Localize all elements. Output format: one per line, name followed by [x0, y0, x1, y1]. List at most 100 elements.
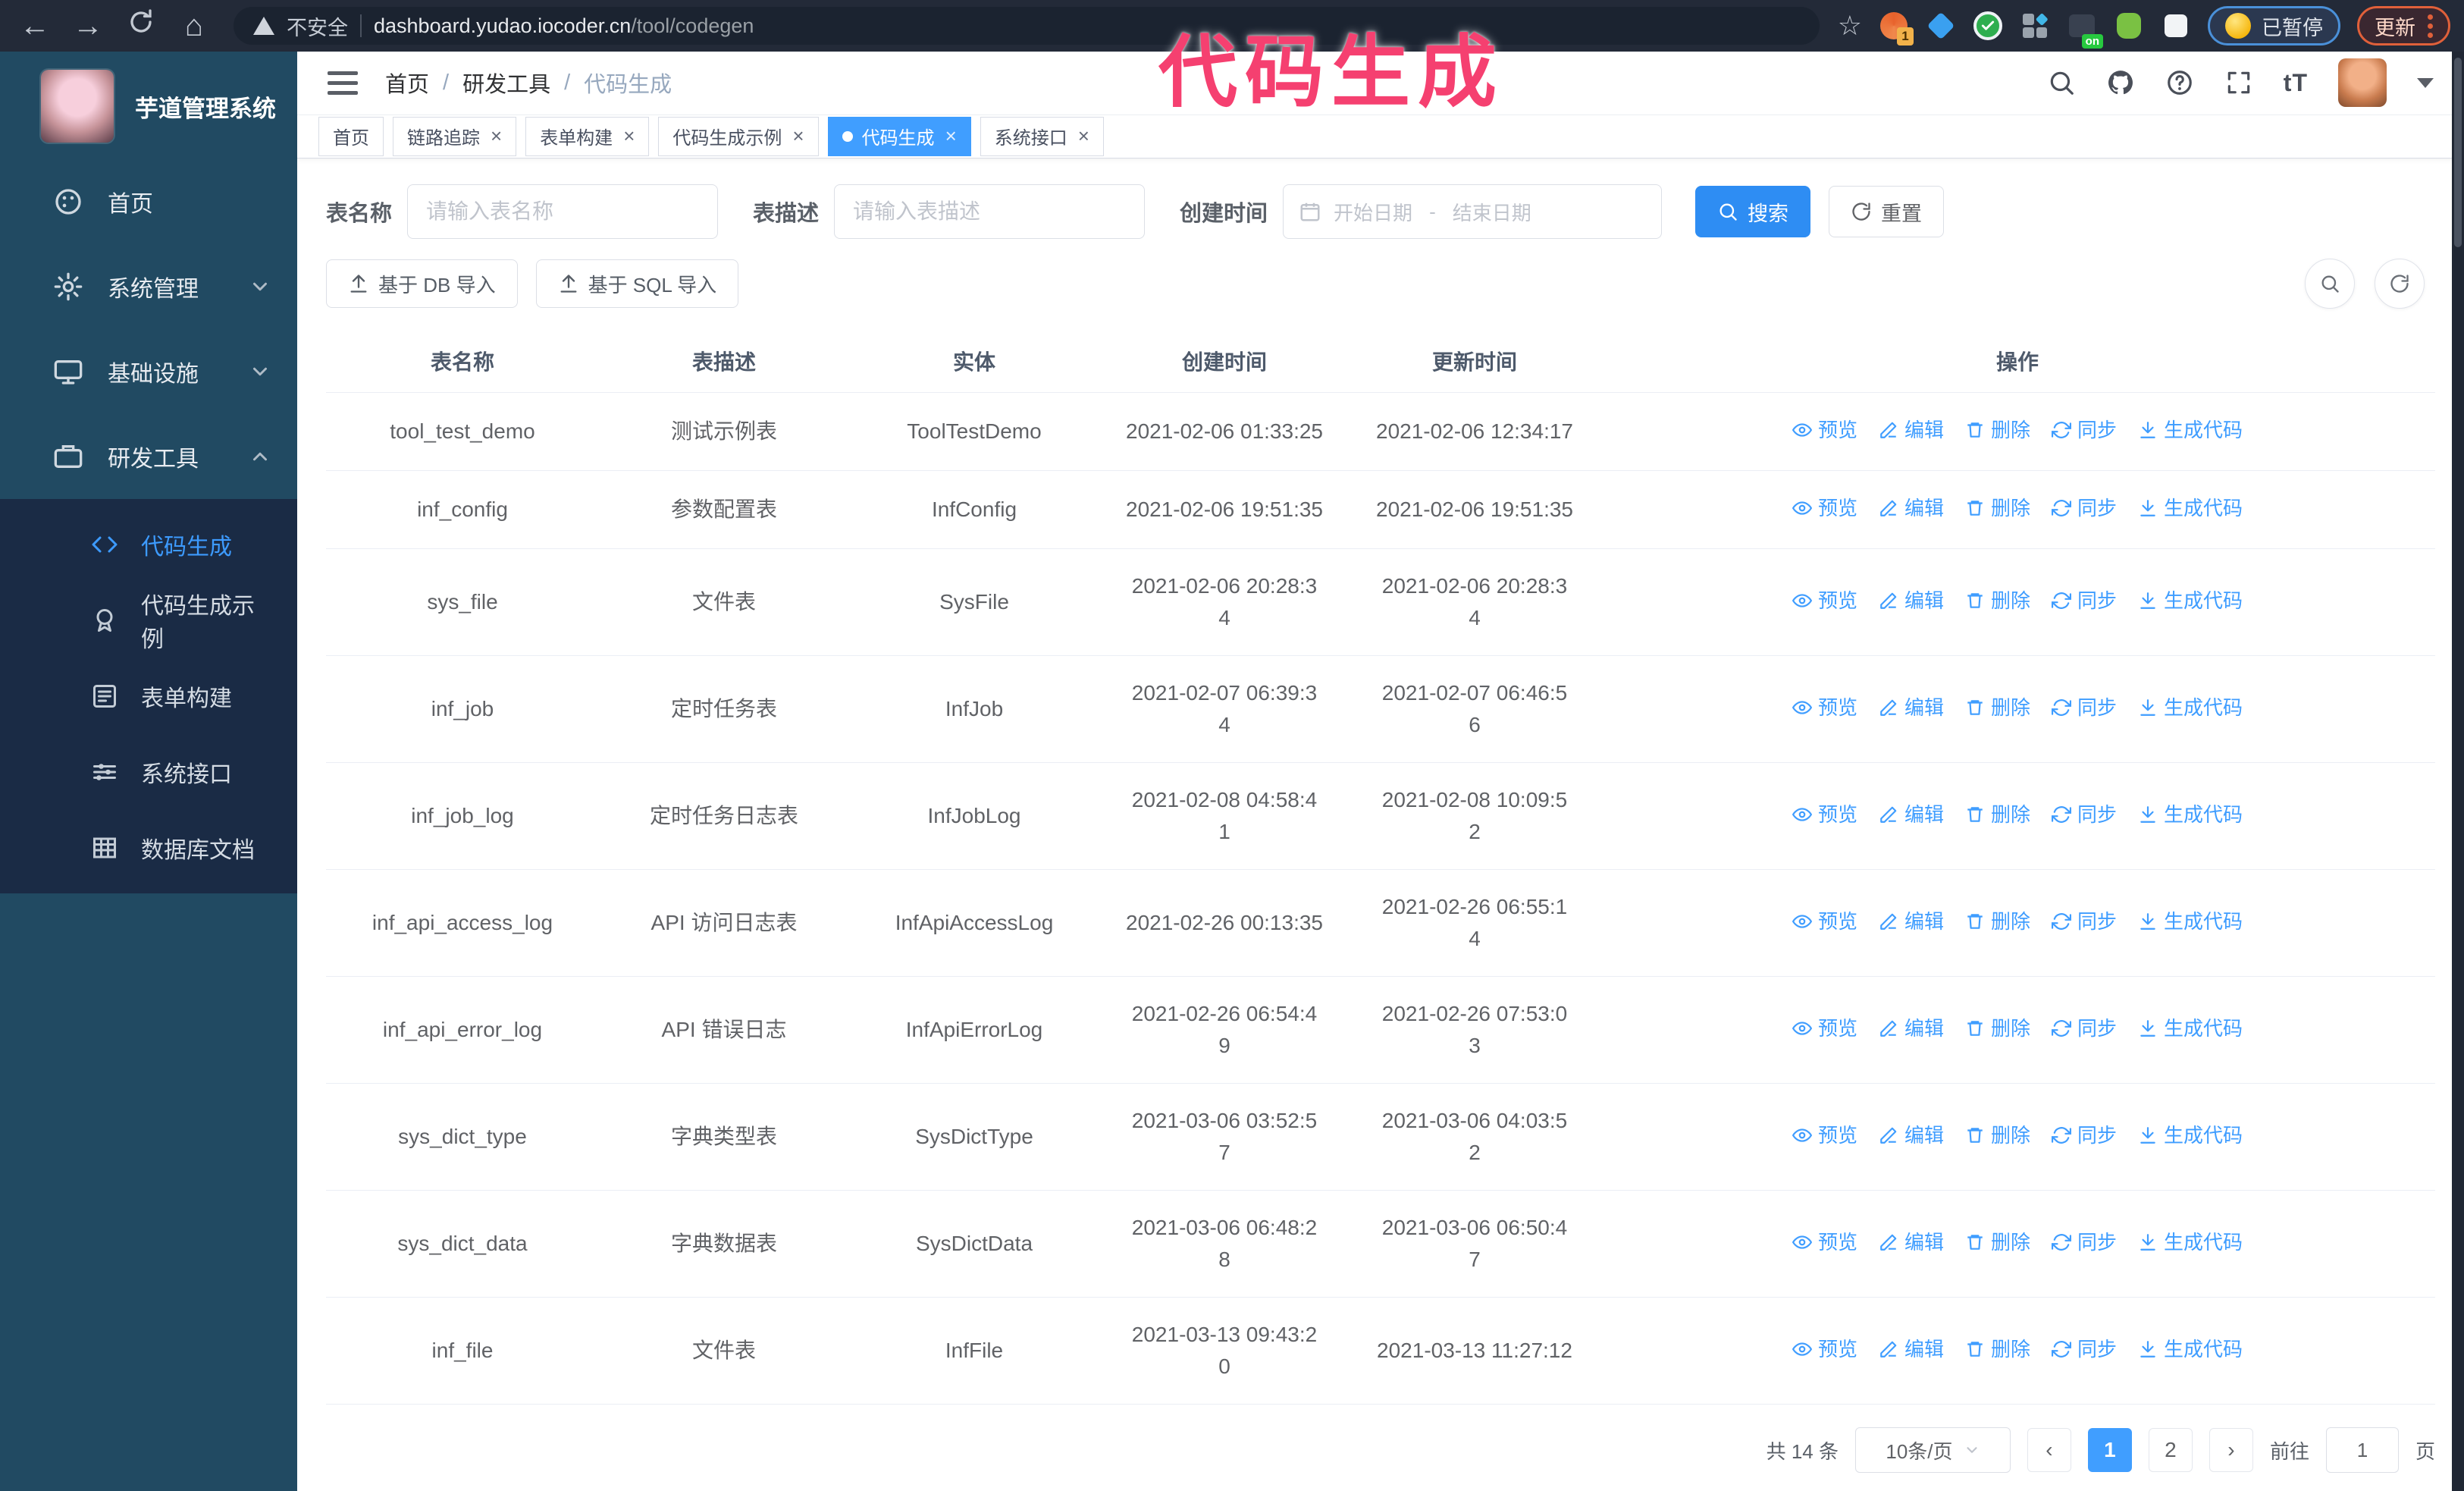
app-logo-row[interactable]: 芋道管理系统: [0, 52, 297, 159]
sidebar-item-system-management[interactable]: 系统管理: [0, 244, 297, 329]
tab-codegen-example[interactable]: 代码生成示例 ×: [658, 116, 819, 156]
delete-link[interactable]: 删除: [1965, 799, 2030, 830]
close-icon[interactable]: ×: [491, 124, 503, 148]
edit-link[interactable]: 编辑: [1879, 1119, 1944, 1151]
home-icon[interactable]: ⌂: [184, 8, 204, 42]
extension-gem-icon[interactable]: [1926, 11, 1956, 41]
preview-link[interactable]: 预览: [1792, 1226, 1857, 1258]
chrome-menu-icon[interactable]: [2428, 14, 2433, 38]
preview-link[interactable]: 预览: [1792, 1119, 1857, 1151]
extension-icon[interactable]: 1: [1879, 11, 1914, 46]
back-icon[interactable]: ←: [20, 8, 50, 42]
close-icon[interactable]: ×: [945, 124, 957, 148]
delete-link[interactable]: 删除: [1965, 1333, 2030, 1365]
edit-link[interactable]: 编辑: [1879, 492, 1944, 524]
delete-link[interactable]: 删除: [1965, 585, 2030, 617]
breadcrumb-home[interactable]: 首页: [385, 73, 430, 98]
sidebar-item-form-builder[interactable]: 表单构建: [0, 658, 297, 734]
sidebar-item-db-docs[interactable]: 数据库文档: [0, 810, 297, 886]
preview-link[interactable]: 预览: [1792, 1012, 1857, 1044]
edit-link[interactable]: 编辑: [1879, 906, 1944, 937]
delete-link[interactable]: 删除: [1965, 1119, 2030, 1151]
edit-link[interactable]: 编辑: [1879, 799, 1944, 830]
extension-check-icon[interactable]: [1973, 11, 2003, 41]
generate-code-link[interactable]: 生成代码: [2138, 1226, 2243, 1258]
delete-link[interactable]: 删除: [1965, 1012, 2030, 1044]
reload-icon[interactable]: [120, 8, 162, 43]
sync-link[interactable]: 同步: [2052, 414, 2117, 446]
chrome-update-button[interactable]: 更新: [2357, 6, 2450, 46]
close-icon[interactable]: ×: [623, 124, 635, 148]
hamburger-icon[interactable]: [328, 71, 358, 95]
breadcrumb-dev-tools[interactable]: 研发工具: [462, 73, 551, 98]
preview-link[interactable]: 预览: [1792, 906, 1857, 937]
tab-system-api[interactable]: 系统接口 ×: [980, 116, 1104, 156]
page-size-select[interactable]: 10条/页: [1854, 1427, 2011, 1473]
delete-link[interactable]: 删除: [1965, 1226, 2030, 1258]
sync-link[interactable]: 同步: [2052, 1226, 2117, 1258]
profile-paused-pill[interactable]: 已暂停: [2208, 6, 2340, 46]
extension-grid-icon[interactable]: [2020, 11, 2050, 41]
sync-link[interactable]: 同步: [2052, 1119, 2117, 1151]
show-search-button[interactable]: [2305, 259, 2355, 309]
generate-code-link[interactable]: 生成代码: [2138, 414, 2243, 446]
tab-trace[interactable]: 链路追踪 ×: [393, 116, 517, 156]
help-icon[interactable]: [2165, 68, 2194, 97]
browser-scrollbar[interactable]: [2452, 52, 2464, 1491]
sidebar-item-codegen-example[interactable]: 代码生成示例: [0, 582, 297, 658]
sync-link[interactable]: 同步: [2052, 906, 2117, 937]
sidebar-item-system-api[interactable]: 系统接口: [0, 734, 297, 810]
search-button[interactable]: 搜索: [1695, 186, 1811, 237]
sync-link[interactable]: 同步: [2052, 1012, 2117, 1044]
delete-link[interactable]: 删除: [1965, 906, 2030, 937]
date-range-picker[interactable]: 开始日期 - 结束日期: [1283, 184, 1663, 239]
forward-icon[interactable]: →: [73, 8, 103, 42]
page-button-2[interactable]: 2: [2148, 1428, 2193, 1472]
preview-link[interactable]: 预览: [1792, 414, 1857, 446]
user-avatar[interactable]: [2338, 58, 2387, 108]
preview-link[interactable]: 预览: [1792, 492, 1857, 524]
tab-codegen[interactable]: 代码生成 ×: [827, 116, 971, 156]
bookmark-star-icon[interactable]: ☆: [1837, 10, 1862, 41]
fullscreen-icon[interactable]: [2224, 68, 2253, 97]
delete-link[interactable]: 删除: [1965, 414, 2030, 446]
sync-link[interactable]: 同步: [2052, 492, 2117, 524]
page-button-1[interactable]: 1: [2087, 1428, 2132, 1472]
font-size-icon[interactable]: tT: [2283, 68, 2308, 96]
delete-link[interactable]: 删除: [1965, 492, 2030, 524]
extension-bug-icon[interactable]: [2114, 11, 2144, 41]
delete-link[interactable]: 删除: [1965, 692, 2030, 724]
generate-code-link[interactable]: 生成代码: [2138, 1012, 2243, 1044]
scrollbar-thumb[interactable]: [2454, 58, 2462, 247]
edit-link[interactable]: 编辑: [1879, 414, 1944, 446]
preview-link[interactable]: 预览: [1792, 799, 1857, 830]
import-sql-button[interactable]: 基于 SQL 导入: [535, 259, 739, 308]
edit-link[interactable]: 编辑: [1879, 585, 1944, 617]
generate-code-link[interactable]: 生成代码: [2138, 585, 2243, 617]
close-icon[interactable]: ×: [792, 124, 804, 148]
sidebar-item-infrastructure[interactable]: 基础设施: [0, 329, 297, 414]
table-name-input[interactable]: [407, 184, 719, 239]
generate-code-link[interactable]: 生成代码: [2138, 1119, 2243, 1151]
table-desc-input[interactable]: [834, 184, 1146, 239]
edit-link[interactable]: 编辑: [1879, 1226, 1944, 1258]
generate-code-link[interactable]: 生成代码: [2138, 692, 2243, 724]
import-db-button[interactable]: 基于 DB 导入: [326, 259, 518, 308]
preview-link[interactable]: 预览: [1792, 1333, 1857, 1365]
extension-puzzle-icon[interactable]: [2161, 11, 2191, 41]
sidebar-item-codegen[interactable]: 代码生成: [0, 507, 297, 582]
next-page-button[interactable]: ›: [2209, 1428, 2253, 1472]
edit-link[interactable]: 编辑: [1879, 1333, 1944, 1365]
sync-link[interactable]: 同步: [2052, 799, 2117, 830]
goto-page-input[interactable]: [2325, 1427, 2399, 1473]
avatar-dropdown-caret-icon[interactable]: [2417, 77, 2434, 88]
generate-code-link[interactable]: 生成代码: [2138, 1333, 2243, 1365]
github-icon[interactable]: [2106, 68, 2135, 97]
extension-on-icon[interactable]: on: [2067, 11, 2103, 49]
sidebar-item-dev-tools[interactable]: 研发工具: [0, 414, 297, 499]
preview-link[interactable]: 预览: [1792, 585, 1857, 617]
sync-link[interactable]: 同步: [2052, 1333, 2117, 1365]
tab-home[interactable]: 首页: [318, 116, 384, 156]
generate-code-link[interactable]: 生成代码: [2138, 492, 2243, 524]
edit-link[interactable]: 编辑: [1879, 1012, 1944, 1044]
